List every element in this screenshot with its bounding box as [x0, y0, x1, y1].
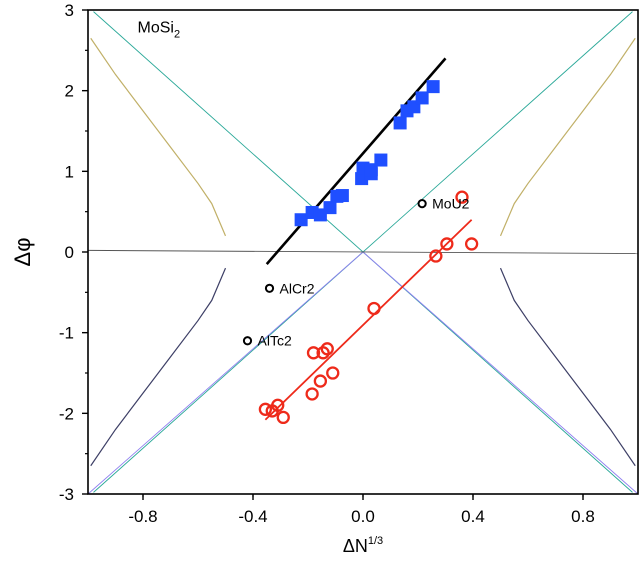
y-tick-label-5: 2	[65, 82, 74, 101]
point-label-2: AlTc2	[258, 333, 292, 349]
axis-ticks-layer: -0.8 -0.4 0.0 0.4 0.8 -3 -2 -1 0 1 2 3	[59, 1, 595, 526]
square-point-5	[335, 189, 349, 203]
compound-annotation-text: MoSi	[138, 20, 174, 37]
y-tick-label-0: -3	[59, 485, 74, 504]
x-axis-label: ΔN1/3	[343, 535, 383, 556]
circle-point-13	[455, 190, 469, 204]
x-tick-label-0: -0.8	[128, 507, 157, 526]
y-tick-label-3: 0	[65, 243, 74, 262]
guide-curve-1	[499, 37, 636, 237]
x-tick-label-2: 0.0	[351, 507, 375, 526]
guide-line-2	[87, 251, 639, 495]
circle-point-9	[326, 366, 340, 380]
guide-curve-3	[499, 267, 636, 467]
point-label-0: MoU2	[432, 196, 470, 212]
circle-point-6	[313, 374, 328, 388]
labeled-point-2	[242, 336, 253, 346]
square-point-15	[426, 80, 440, 94]
fit-lines-layer	[264, 57, 473, 421]
y-axis-label: Δφ	[10, 238, 35, 267]
guide-curve-0	[90, 37, 227, 237]
fit-line-1	[264, 219, 473, 421]
circle-point-12	[440, 237, 454, 251]
circle-point-5	[306, 346, 321, 360]
data-points-layer	[258, 80, 479, 425]
x-axis-label-superscript: 1/3	[368, 535, 383, 547]
square-point-11	[393, 116, 407, 130]
circle-point-10	[367, 301, 381, 316]
y-tick-label-1: -2	[59, 404, 74, 423]
y-tick-label-2: -1	[59, 324, 74, 343]
x-axis-label-text: ΔN	[343, 536, 368, 556]
circle-point-11	[429, 249, 443, 263]
point-label-1: AlCr2	[280, 280, 315, 296]
circle-point-2	[271, 398, 285, 412]
guide-line-3	[87, 249, 639, 255]
square-point-14	[415, 91, 429, 105]
fit-line-0	[265, 57, 447, 265]
guide-curve-2	[90, 267, 227, 467]
square-point-10	[374, 153, 388, 167]
circle-point-14	[464, 237, 479, 251]
point-labels-layer: MoU2 AlCr2 AlTc2	[242, 196, 470, 349]
compound-annotation: MoSi2	[138, 20, 181, 41]
labeled-point-0	[417, 199, 427, 209]
x-tick-label-1: -0.4	[238, 507, 267, 526]
circle-point-8	[320, 342, 334, 356]
y-tick-label-4: 1	[65, 162, 74, 181]
square-point-0	[294, 213, 308, 227]
circle-point-0	[258, 402, 273, 416]
y-tick-label-6: 3	[65, 1, 74, 20]
x-tick-label-3: 0.4	[461, 507, 485, 526]
labeled-point-1	[264, 283, 275, 293]
compound-annotation-subscript: 2	[174, 29, 180, 41]
guide-lines-layer	[87, 11, 639, 495]
square-point-3	[323, 201, 337, 215]
x-tick-label-4: 0.8	[571, 507, 595, 526]
circle-point-4	[305, 387, 319, 401]
circle-point-3	[276, 410, 290, 425]
